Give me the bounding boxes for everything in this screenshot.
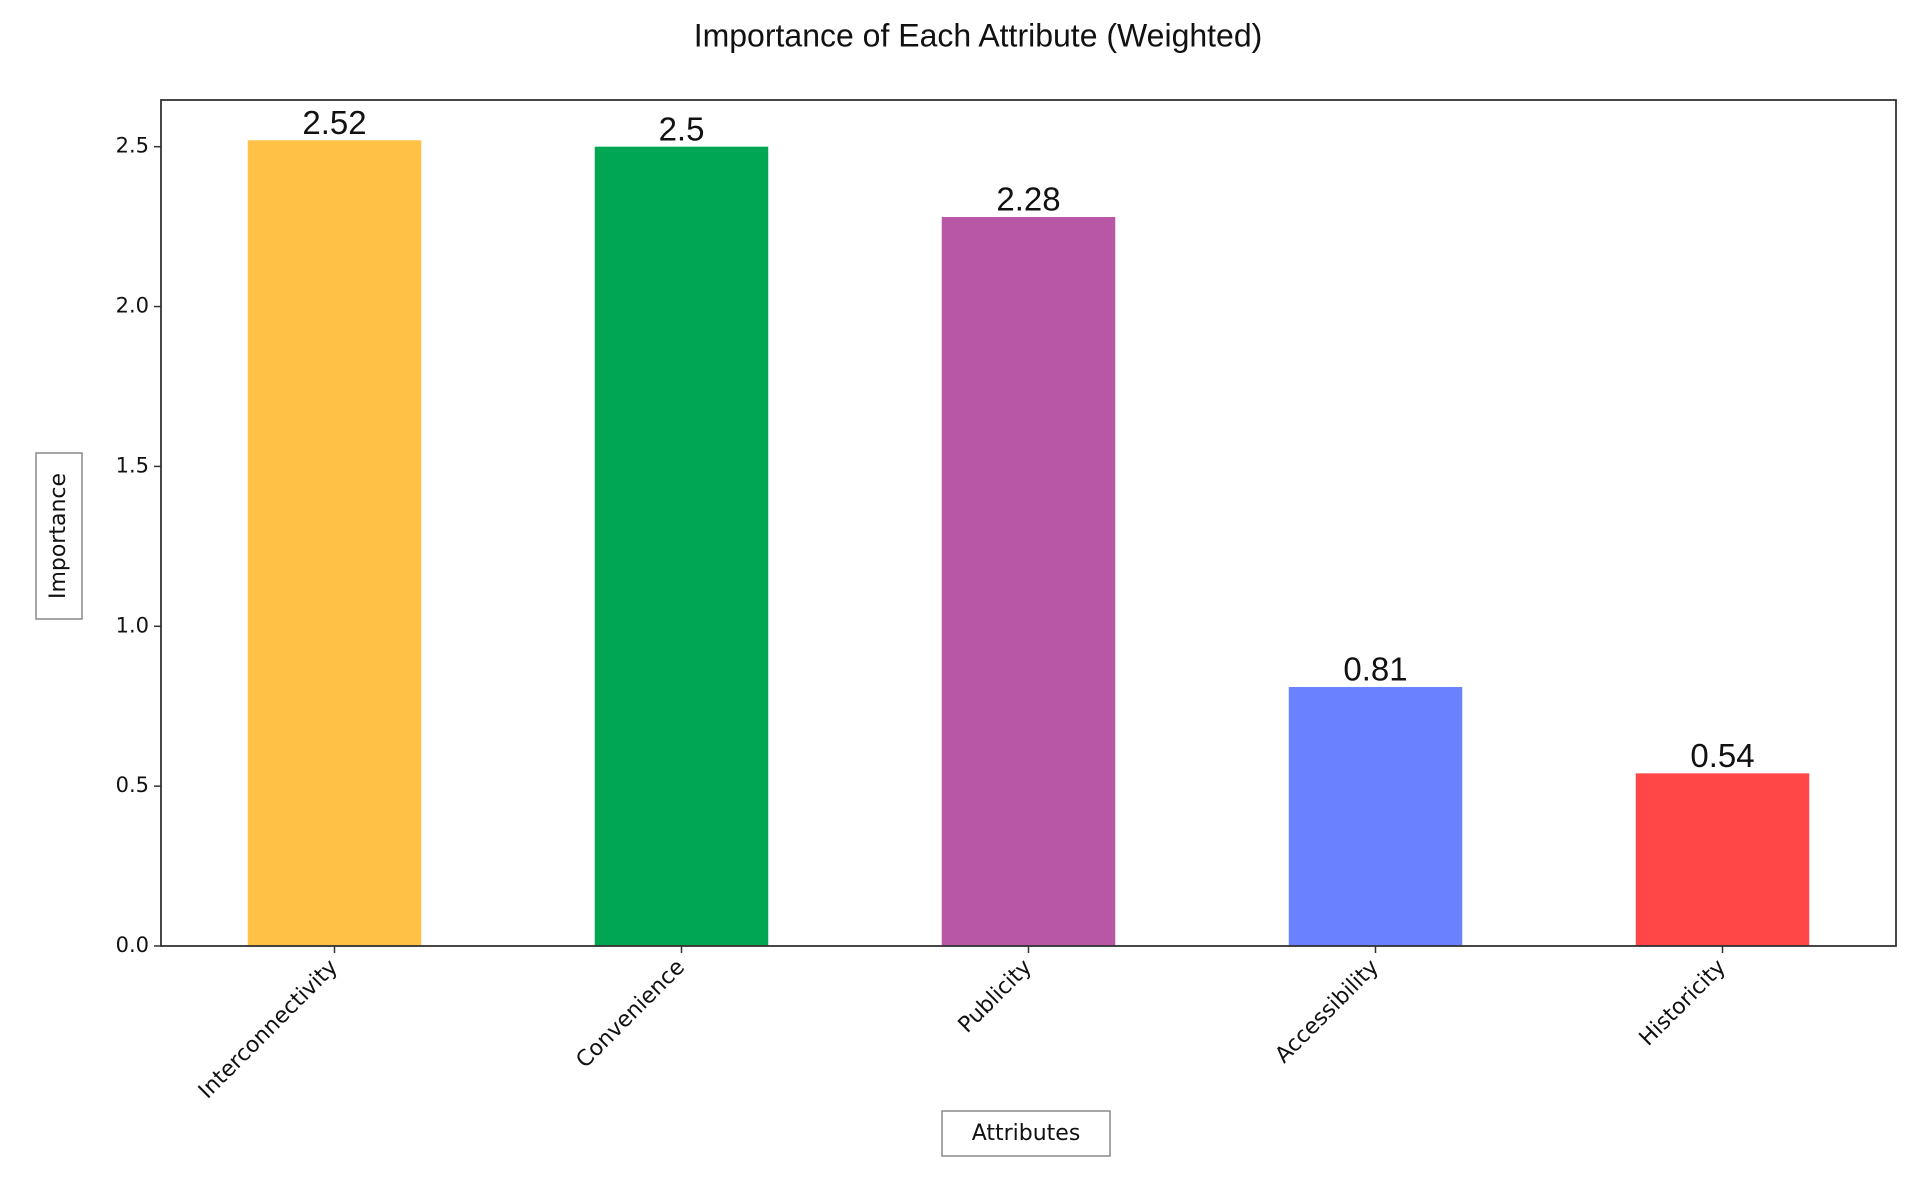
x-tick-label: Convenience (572, 955, 690, 1073)
y-axis-label: Importance (46, 473, 71, 599)
x-axis-label: Attributes (972, 1121, 1081, 1146)
x-tick-label: Interconnectivity (194, 955, 343, 1104)
x-tick-label: Historicity (1635, 955, 1731, 1051)
bar (247, 140, 422, 947)
x-label-box (941, 1110, 1111, 1157)
chart-title: Importance of Each Attribute (Weighted) (694, 17, 1263, 53)
y-tick-label: 0.0 (116, 933, 149, 957)
y-label-box (35, 452, 83, 620)
y-tick-label: 1.5 (116, 453, 149, 477)
y-tick-label: 0.5 (116, 773, 149, 797)
plot-frame (160, 99, 1897, 947)
data-label: 2.52 (302, 104, 366, 141)
bar (1635, 773, 1810, 946)
data-label: 0.81 (1343, 651, 1407, 688)
bar (941, 217, 1116, 947)
data-label: 0.54 (1690, 737, 1754, 774)
x-tick-label: Publicity (954, 955, 1037, 1038)
y-tick-label: 1.0 (116, 613, 149, 637)
y-tick-label: 2.0 (116, 294, 149, 318)
data-label: 2.28 (996, 181, 1060, 218)
x-tick-label: Accessibility (1271, 955, 1384, 1068)
y-tick-label: 2.5 (116, 134, 149, 158)
bar (1288, 687, 1463, 946)
bar (594, 146, 769, 946)
data-label: 2.5 (659, 110, 705, 147)
